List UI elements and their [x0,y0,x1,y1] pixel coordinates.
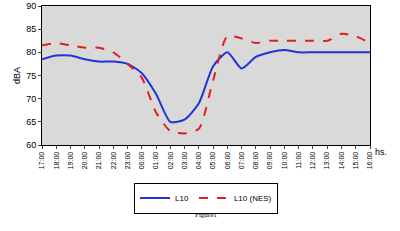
svg-text:75: 75 [26,71,36,81]
svg-text:21:00: 21:00 [95,152,102,170]
svg-text:16:00: 16:00 [366,152,373,170]
svg-text:01:00: 01:00 [152,152,159,170]
svg-text:05:00: 05:00 [209,152,216,170]
svg-text:L10: L10 [175,194,189,203]
svg-text:19:00: 19:00 [67,152,74,170]
svg-text:80: 80 [26,47,36,57]
svg-text:90: 90 [26,1,36,11]
svg-text:Figure1: Figure1 [195,211,217,219]
svg-text:14:00: 14:00 [338,152,345,170]
svg-text:70: 70 [26,94,36,104]
svg-text:10:00: 10:00 [281,152,288,170]
svg-text:09:00: 09:00 [266,152,273,170]
svg-text:L10 (NES): L10 (NES) [234,194,272,203]
svg-text:20:00: 20:00 [81,152,88,170]
svg-text:15:00: 15:00 [352,152,359,170]
svg-text:17:00: 17:00 [38,152,45,170]
svg-text:12:00: 12:00 [309,152,316,170]
svg-text:00:00: 00:00 [138,152,145,170]
svg-text:07:00: 07:00 [238,152,245,170]
svg-text:65: 65 [26,117,36,127]
svg-text:hs.: hs. [375,147,387,157]
svg-text:13:00: 13:00 [323,152,330,170]
svg-text:dBA: dBA [12,67,22,84]
svg-text:08:00: 08:00 [252,152,259,170]
svg-text:85: 85 [26,24,36,34]
svg-text:60: 60 [26,140,36,150]
svg-text:11:00: 11:00 [295,152,302,169]
svg-text:04:00: 04:00 [195,152,202,170]
svg-text:02:00: 02:00 [167,152,174,170]
svg-text:03:00: 03:00 [181,152,188,170]
svg-text:22:00: 22:00 [110,152,117,170]
svg-text:18:00: 18:00 [53,152,60,170]
svg-text:06:00: 06:00 [224,152,231,170]
svg-text:23:00: 23:00 [124,152,131,170]
